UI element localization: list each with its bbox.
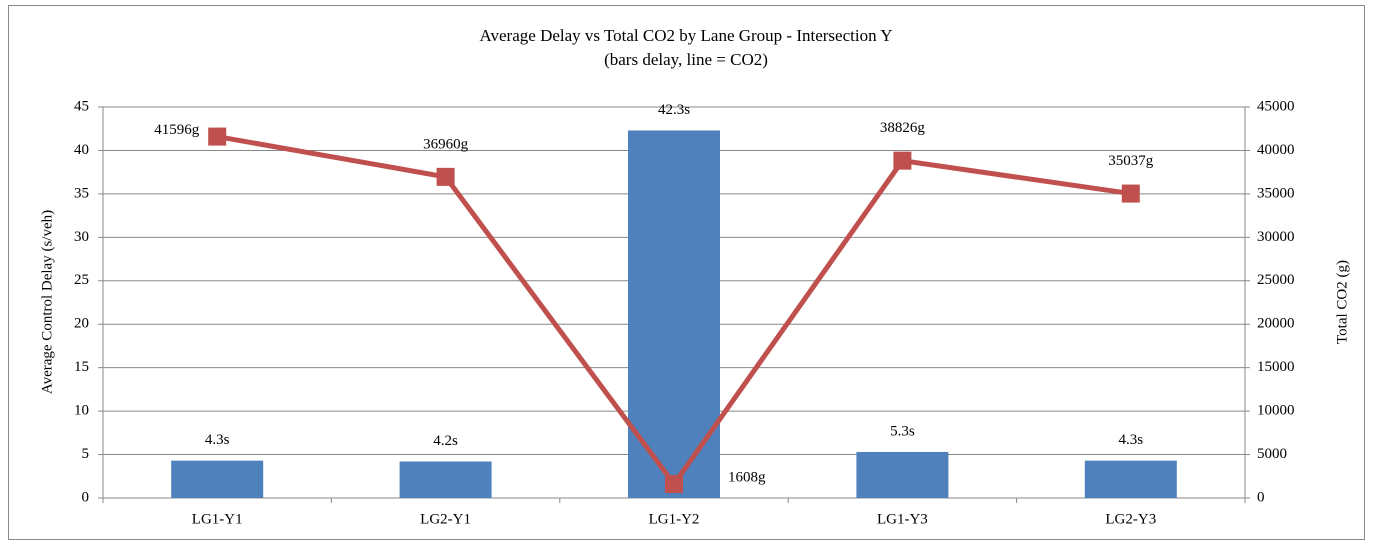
- y2-tick-label: 0: [1257, 489, 1265, 505]
- y-tick-label: 40: [74, 142, 89, 158]
- line-marker: [1121, 184, 1140, 203]
- y2-tick-label: 5000: [1257, 446, 1287, 462]
- y2-tick-label: 35000: [1257, 185, 1295, 201]
- x-tick-label: LG1-Y2: [649, 511, 700, 527]
- bar-value-label: 42.3s: [658, 102, 690, 118]
- line-value-label: 1608g: [728, 469, 766, 485]
- line-value-label: 38826g: [880, 120, 926, 136]
- y2-tick-label: 25000: [1257, 272, 1295, 288]
- line-value-label: 35037g: [1108, 153, 1154, 169]
- bar-value-label: 5.3s: [890, 423, 915, 439]
- y2-tick-label: 40000: [1257, 142, 1295, 158]
- line-marker: [893, 151, 912, 170]
- bar: [1084, 460, 1177, 498]
- line-marker: [665, 475, 683, 494]
- y2-axis-label: Total CO2 (g): [1334, 260, 1350, 344]
- bar: [856, 451, 949, 498]
- chart-title: Average Delay vs Total CO2 by Lane Group…: [480, 26, 893, 45]
- x-tick-label: LG2-Y3: [1105, 511, 1156, 527]
- bar: [171, 460, 264, 498]
- y2-tick-label: 30000: [1257, 229, 1295, 245]
- bar-value-label: 4.2s: [433, 433, 458, 449]
- y-tick-label: 10: [74, 403, 89, 419]
- y-tick-label: 25: [74, 272, 89, 288]
- y-tick-label: 20: [74, 316, 89, 332]
- y2-tick-label: 45000: [1257, 98, 1295, 114]
- x-tick-label: LG1-Y1: [192, 511, 243, 527]
- chart-subtitle: (bars delay, line = CO2): [604, 50, 768, 69]
- y2-tick-label: 15000: [1257, 359, 1295, 375]
- y-tick-label: 35: [74, 185, 89, 201]
- x-tick-label: LG1-Y3: [877, 511, 928, 527]
- line-value-label: 36960g: [423, 136, 469, 152]
- y2-tick-label: 20000: [1257, 316, 1295, 332]
- y2-tick-label: 10000: [1257, 403, 1295, 419]
- bar-value-label: 4.3s: [205, 432, 230, 448]
- bar: [399, 461, 492, 498]
- y-tick-label: 30: [74, 229, 89, 245]
- y-axis-label: Average Control Delay (s/veh): [39, 210, 55, 394]
- line-marker: [208, 127, 227, 146]
- y-tick-label: 15: [74, 359, 89, 375]
- line-value-label: 41596g: [154, 122, 200, 138]
- y-tick-label: 5: [82, 446, 90, 462]
- x-tick-label: LG2-Y1: [420, 511, 471, 527]
- bar-value-label: 4.3s: [1119, 432, 1144, 448]
- y-tick-label: 45: [74, 98, 89, 114]
- line-marker: [436, 167, 455, 186]
- y-tick-label: 0: [82, 489, 90, 505]
